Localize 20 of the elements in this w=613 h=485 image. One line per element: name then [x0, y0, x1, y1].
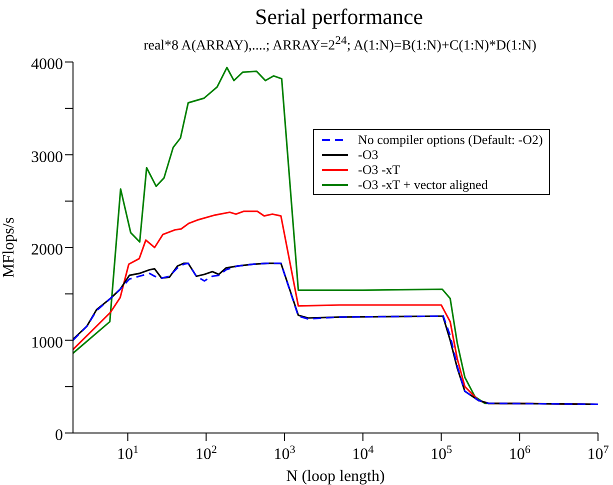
legend-label: -O3: [358, 147, 378, 162]
y-tick-label: 2000: [31, 242, 63, 258]
y-tick-label: 4000: [31, 56, 63, 73]
chart-subtitle: real*8 A(ARRAY),....; ARRAY=2$^{24}$; A(1:N)=B(1:N)+C(1:N)*D(1:N): [142, 34, 538, 55]
y-axis-title: MFlops/s: [0, 217, 18, 278]
legend-label: -O3 -xT + vector aligned: [358, 177, 488, 192]
chart-title: Serial performance: [254, 4, 424, 30]
y-tick-label: 3000: [31, 148, 63, 166]
y-tick-label: 0: [55, 427, 63, 444]
x-tick-label: 10$^{1}$: [116, 444, 139, 463]
x-tick-label: 10$^{7}$: [587, 444, 610, 463]
x-tick-label: 10$^{2}$: [195, 444, 217, 463]
x-axis-title: N (loop length): [286, 468, 385, 485]
x-tick-label: 10$^{6}$: [508, 444, 531, 463]
y-tick-label: 1000: [31, 334, 63, 352]
x-tick-label: 10$^{4}$: [352, 444, 374, 463]
x-tick-label: 10$^{3}$: [274, 444, 296, 463]
legend-label: -O3 -xT: [358, 162, 400, 177]
x-tick-label: 10$^{5}$: [430, 444, 452, 463]
legend-label: No compiler options (Default: -O2): [358, 132, 543, 147]
